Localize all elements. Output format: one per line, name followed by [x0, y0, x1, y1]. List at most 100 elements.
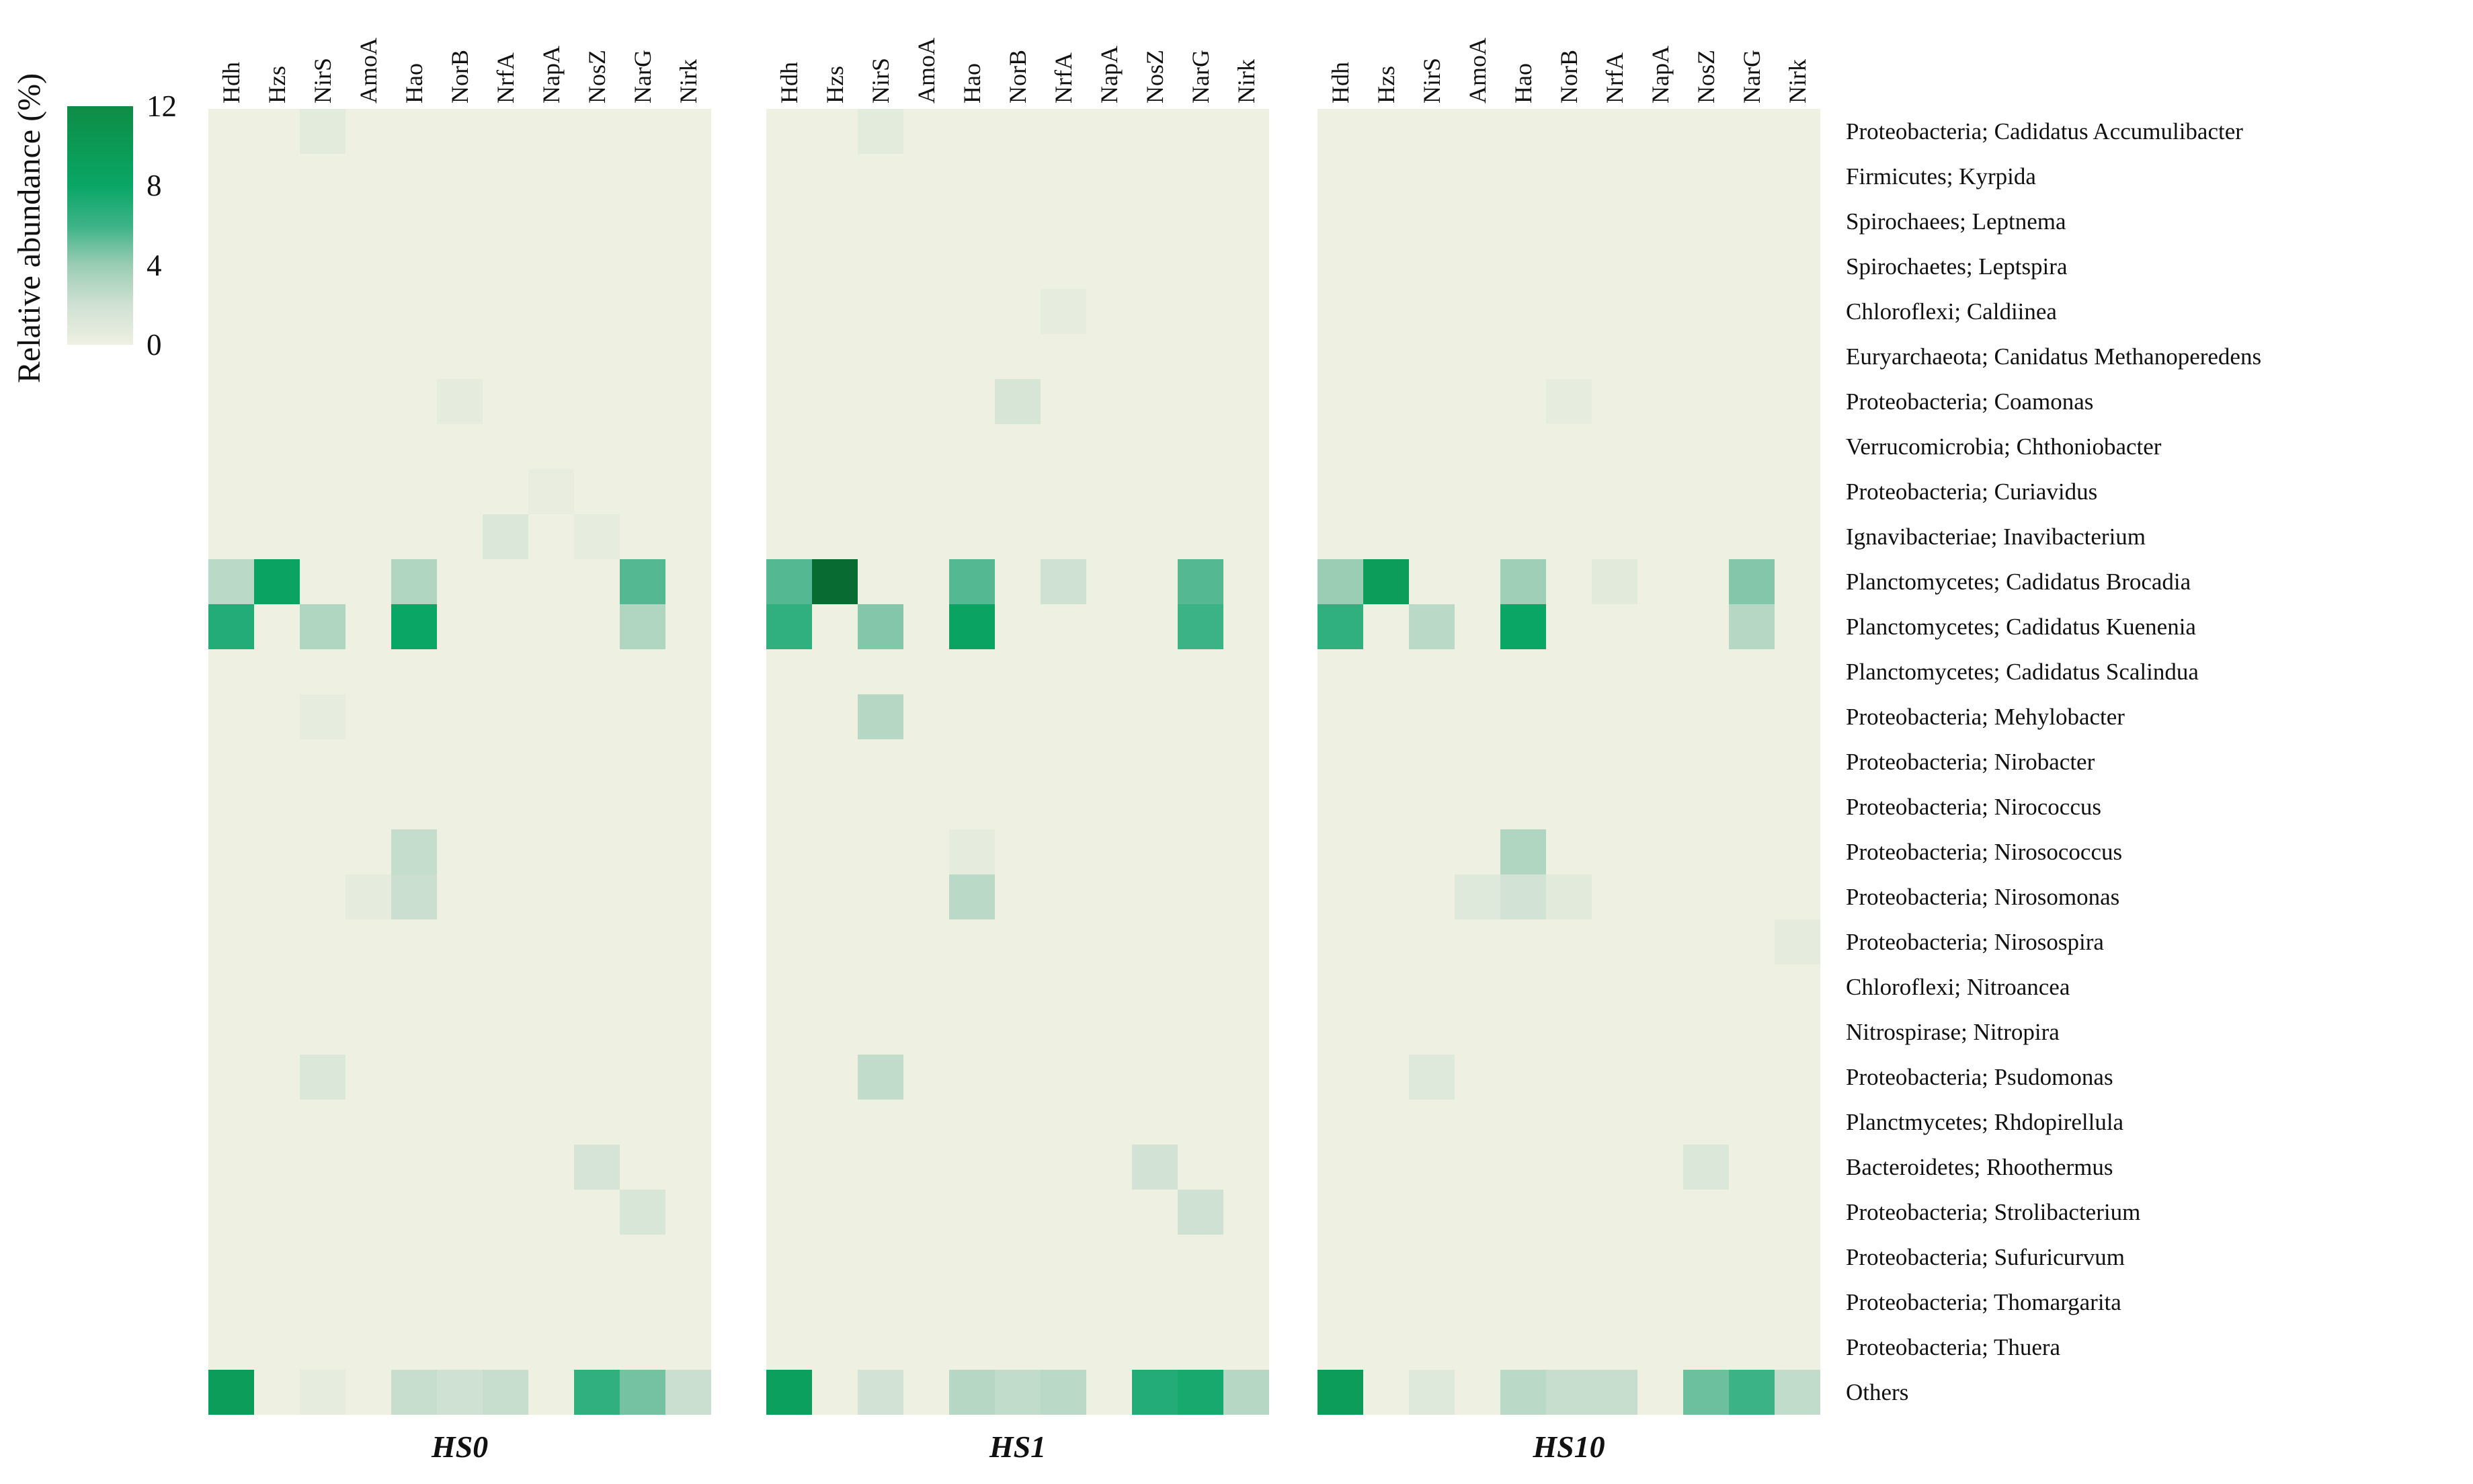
heatmap-cell — [995, 1370, 1041, 1415]
heatmap-cell — [208, 604, 254, 649]
gene-column-label: NarG — [1738, 50, 1765, 104]
heatmap-cell — [574, 1370, 620, 1415]
heatmap-cell — [620, 559, 665, 604]
heatmap-panel-hs10 — [1317, 109, 1820, 1415]
heatmap-cell — [1132, 1370, 1178, 1415]
heatmap-cell — [858, 1055, 903, 1100]
heatmap-cell — [1546, 1370, 1592, 1415]
gene-column-label: NorB — [446, 50, 473, 104]
heatmap-cell — [574, 514, 620, 559]
heatmap-cell — [766, 604, 812, 649]
gene-column-label: NosZ — [583, 50, 610, 104]
heatmap-cell — [1317, 604, 1363, 649]
taxon-label: Proteobacteria; Curiavidus — [1846, 479, 2098, 505]
gene-column-label: NarG — [629, 50, 656, 104]
heatmap-cell — [1178, 559, 1223, 604]
gene-column-label: NrfA — [1050, 52, 1077, 104]
gene-column-label: Nirk — [1784, 59, 1811, 104]
gene-column-label: NorB — [1004, 50, 1031, 104]
heatmap-cell — [300, 109, 346, 154]
heatmap-cell — [437, 1370, 483, 1415]
taxon-label: Proteobacteria; Thomargarita — [1846, 1289, 2121, 1315]
heatmap-cell — [620, 604, 665, 649]
heatmap-panel-hs1 — [766, 109, 1269, 1415]
gene-column-label: Hzs — [1373, 66, 1400, 104]
heatmap-cell — [1546, 379, 1592, 424]
heatmap-cell — [1317, 1370, 1363, 1415]
taxon-label: Proteobacteria; Strolibacterium — [1846, 1199, 2141, 1225]
gene-column-label: Hdh — [776, 62, 803, 104]
taxon-label: Spirochaetes; Leptspira — [1846, 253, 2068, 280]
taxon-label: Nitrospirase; Nitropira — [1846, 1019, 2060, 1045]
heatmap-cell — [858, 694, 903, 739]
heatmap-cell — [1132, 1145, 1178, 1190]
heatmap-cell — [1178, 604, 1223, 649]
heatmap-cell — [1041, 559, 1086, 604]
taxon-label: Verrucomicrobia; Chthoniobacter — [1846, 434, 2162, 460]
gene-column-label: NosZ — [1141, 50, 1168, 104]
gene-column-label: NirS — [867, 57, 894, 104]
colorbar-tick: 0 — [147, 328, 162, 362]
heatmap-cell — [766, 559, 812, 604]
gene-column-label: Hdh — [1327, 62, 1354, 104]
gene-column-label: NarG — [1187, 50, 1214, 104]
heatmap-cell — [391, 604, 437, 649]
taxon-label: Planctomycetes; Cadidatus Brocadia — [1846, 569, 2191, 595]
gene-column-label: NapA — [1647, 46, 1674, 104]
taxon-label: Proteobacteria; Thuera — [1846, 1334, 2061, 1360]
heatmap-cell — [1178, 1190, 1223, 1235]
heatmap-cell — [1592, 1370, 1637, 1415]
taxon-label: Proteobacteria; Nirosomonas — [1846, 884, 2120, 910]
heatmap-cell — [208, 559, 254, 604]
heatmap-cell — [1409, 1055, 1455, 1100]
heatmap-cell — [1223, 1370, 1269, 1415]
heatmap-cell — [1500, 1370, 1546, 1415]
heatmap-cell — [949, 604, 995, 649]
taxon-label: Proteobacteria; Nirobacter — [1846, 749, 2095, 775]
heatmap-cell — [1729, 604, 1775, 649]
gene-column-label: NirS — [1418, 57, 1445, 104]
heatmap-cell — [346, 874, 391, 919]
taxon-label: Bacteroidetes; Rhoothermus — [1846, 1154, 2113, 1180]
heatmap-cell — [858, 604, 903, 649]
taxon-label: Chloroflexi; Nitroancea — [1846, 974, 2070, 1000]
panel-title-hs1: HS1 — [989, 1430, 1047, 1464]
taxon-label: Firmicutes; Kyrpida — [1846, 163, 2036, 190]
gene-column-label: NosZ — [1693, 50, 1719, 104]
heatmap-cell — [483, 514, 528, 559]
heatmap-cell — [391, 1370, 437, 1415]
taxon-label: Euryarchaeota; Canidatus Methanoperedens — [1846, 343, 2262, 370]
gene-column-label: NrfA — [1601, 52, 1628, 104]
heatmap-cell — [620, 1190, 665, 1235]
gene-column-label: AmoA — [913, 38, 940, 104]
heatmap-cell — [949, 874, 995, 919]
taxon-label: Proteobacteria; Nirococcus — [1846, 794, 2101, 820]
taxon-label: Planctomycetes; Cadidatus Scalindua — [1846, 659, 2199, 685]
heatmap-cell — [391, 829, 437, 874]
taxon-label: Proteobacteria; Mehylobacter — [1846, 704, 2125, 730]
heatmap-cell — [1729, 559, 1775, 604]
heatmap-cell — [300, 1370, 346, 1415]
taxon-label: Proteobacteria; Psudomonas — [1846, 1064, 2113, 1090]
colorbar-tick: 4 — [147, 248, 162, 282]
heatmap-cell — [1500, 604, 1546, 649]
taxon-label: Proteobacteria; Cadidatus Accumulibacter — [1846, 118, 2243, 145]
heatmap-cell — [1775, 919, 1820, 964]
taxon-label: Planctmycetes; Rhdopirellula — [1846, 1109, 2124, 1135]
heatmap-cell — [858, 1370, 903, 1415]
heatmap-cell — [1729, 1370, 1775, 1415]
heatmap-cell — [1455, 874, 1500, 919]
heatmap-cell — [620, 1370, 665, 1415]
heatmap-cell — [1178, 1370, 1223, 1415]
gene-column-label: Hzs — [263, 66, 290, 104]
heatmap-cell — [1409, 604, 1455, 649]
taxon-label: Spirochaees; Leptnema — [1846, 208, 2066, 235]
heatmap-cell — [1683, 1370, 1729, 1415]
gene-column-label: Nirk — [675, 59, 702, 104]
heatmap-cell — [995, 379, 1041, 424]
gene-column-label: Nirk — [1233, 59, 1260, 104]
heatmap-cell — [300, 1055, 346, 1100]
gene-column-label: Hao — [401, 63, 428, 104]
gene-column-label: Hzs — [821, 66, 848, 104]
